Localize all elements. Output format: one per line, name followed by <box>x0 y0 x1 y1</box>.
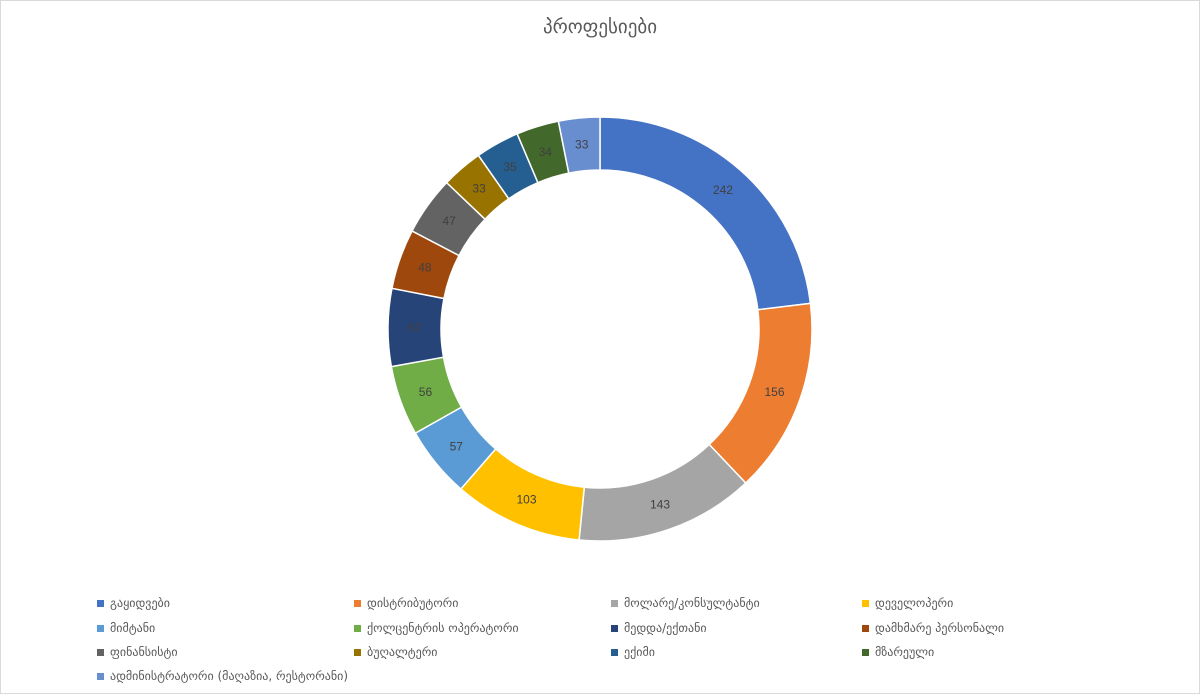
legend-swatch <box>354 624 361 632</box>
legend-item: ბუღალტერი <box>354 645 438 659</box>
legend-swatch <box>862 648 869 656</box>
legend-item: დეველოპერი <box>862 596 953 610</box>
legend-label: მზარეული <box>875 645 935 659</box>
legend-swatch <box>354 599 361 607</box>
legend-label: მედდა/ექთანი <box>624 621 707 635</box>
data-label: 143 <box>650 498 670 512</box>
legend-label: ქოლცენტრის ოპერატორი <box>367 621 519 635</box>
legend-item: მედდა/ექთანი <box>611 621 707 635</box>
legend-item: მოლარე/კონსულტანტი <box>611 596 760 610</box>
legend-label: გაყიდვები <box>110 596 170 610</box>
data-label: 242 <box>713 183 733 197</box>
legend-label: დამხმარე პერსონალი <box>875 621 1005 635</box>
legend-swatch <box>97 599 104 607</box>
legend-swatch <box>97 624 104 632</box>
donut-segment <box>557 116 601 174</box>
legend-swatch <box>97 648 104 656</box>
data-label: 57 <box>450 439 464 453</box>
legend-swatch <box>97 672 104 680</box>
legend-item: გაყიდვები <box>97 596 170 610</box>
legend-item: ქოლცენტრის ოპერატორი <box>354 621 519 635</box>
data-label: 103 <box>517 492 537 506</box>
legend-label: მიმტანი <box>110 621 156 635</box>
legend-item: ადმინისტრატორი (მაღაზია, რესტორანი) <box>97 669 348 683</box>
data-label: 35 <box>503 160 517 174</box>
legend-item: დისტრიბუტორი <box>354 596 458 610</box>
legend-swatch <box>862 599 869 607</box>
legend-item: დამხმარე პერსონალი <box>862 621 1004 635</box>
legend-swatch <box>611 599 618 607</box>
legend-swatch <box>354 648 361 656</box>
donut-segment <box>578 443 747 542</box>
donut-segment <box>708 302 813 485</box>
data-label: 47 <box>443 214 457 228</box>
legend-swatch <box>611 648 618 656</box>
legend-item: ექიმი <box>611 645 655 659</box>
data-label: 56 <box>419 385 433 399</box>
legend-swatch <box>611 624 618 632</box>
legend-item: ფინანსისტი <box>97 645 178 659</box>
legend-label: დეველოპერი <box>875 596 954 610</box>
data-label: 48 <box>418 261 432 275</box>
legend-label: ბუღალტერი <box>367 645 438 659</box>
legend-swatch <box>862 624 869 632</box>
chart-title: პროფესიები <box>542 16 658 38</box>
legend-label: მოლარე/კონსულტანტი <box>624 596 760 610</box>
legend-label: დისტრიბუტორი <box>367 596 459 610</box>
data-label: 62 <box>408 321 422 335</box>
legend-label: ფინანსისტი <box>110 645 178 659</box>
legend-item: მზარეული <box>862 645 934 659</box>
data-label: 33 <box>472 181 486 195</box>
data-label: 34 <box>539 145 553 159</box>
legend-label: ექიმი <box>624 645 655 659</box>
data-label: 156 <box>764 385 784 399</box>
legend-label: ადმინისტრატორი (მაღაზია, რესტორანი) <box>110 669 349 683</box>
legend-item: მიმტანი <box>97 621 155 635</box>
donut-segment <box>599 116 812 311</box>
data-label: 33 <box>575 137 589 151</box>
